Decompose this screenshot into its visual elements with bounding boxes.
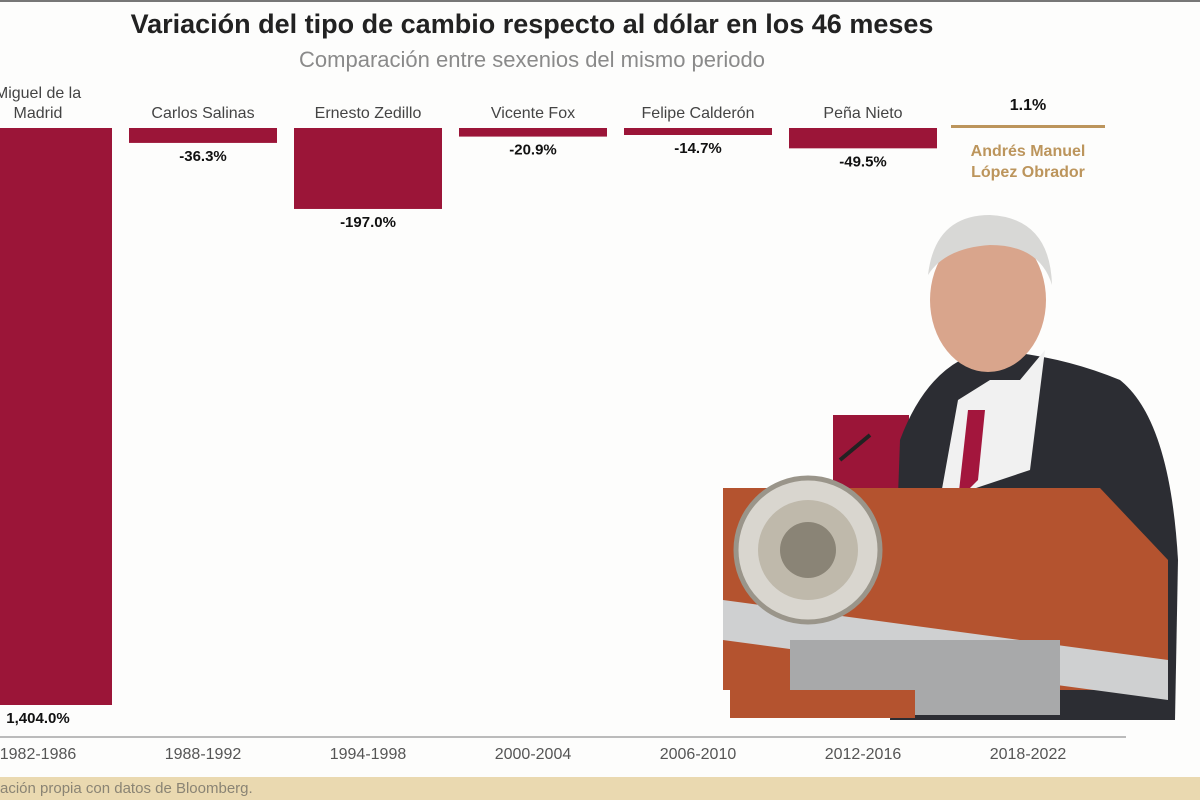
coat-of-arms-seal-icon [733,475,883,625]
data-label: -49.5% [839,153,887,170]
bar [129,128,277,143]
president-label: Miguel de la [0,85,81,102]
x-tick-label: 2012-2016 [825,746,902,763]
top-border [0,0,1200,2]
bar [624,128,772,135]
bar [294,128,442,209]
data-label: 1,404.0% [6,710,69,727]
data-label: 1.1% [1010,97,1046,114]
data-label: -14.7% [674,140,722,157]
source-footer: ación propia con datos de Bloomberg. [0,777,1200,800]
x-tick-label: 2006-2010 [660,746,737,763]
bar [459,128,607,137]
bar [0,128,112,705]
president-label: Madrid [14,105,63,122]
data-label: -20.9% [509,142,557,159]
x-tick-label: 1988-1992 [165,746,242,763]
bar [951,125,1105,128]
source-note: ación propia con datos de Bloomberg. [0,780,253,797]
bar [789,128,937,149]
chart-title: Variación del tipo de cambio respecto al… [130,9,934,39]
x-tick-label: 2018-2022 [990,746,1067,763]
data-label: -36.3% [179,148,227,165]
x-tick-label: 1994-1998 [330,746,407,763]
president-label: Vicente Fox [491,105,575,122]
president-label: Felipe Calderón [642,105,755,122]
data-label: -197.0% [340,214,396,231]
x-tick-label: 1982-1986 [0,746,76,763]
president-label: Carlos Salinas [151,105,254,122]
president-label: Andrés Manuel [971,143,1086,160]
president-label: Ernesto Zedillo [315,105,422,122]
photo-background-block [833,415,909,491]
chart-subtitle: Comparación entre sexenios del mismo per… [299,47,765,72]
x-tick-label: 2000-2004 [495,746,572,763]
president-label: Peña Nieto [823,105,902,122]
president-label: López Obrador [971,164,1085,181]
